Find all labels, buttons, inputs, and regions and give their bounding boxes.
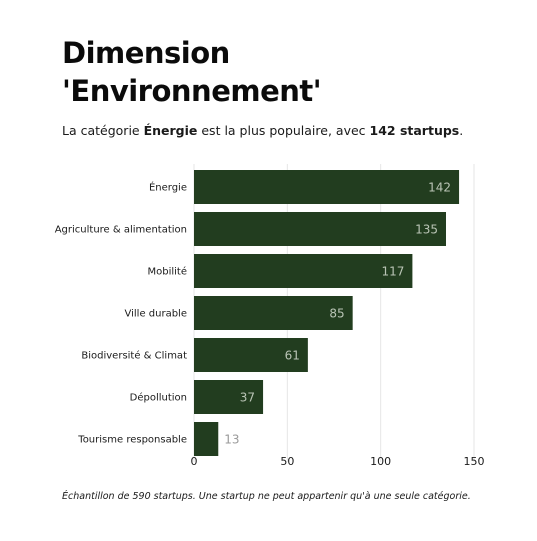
data-label: 85: [329, 307, 344, 321]
data-label: 13: [224, 433, 239, 447]
bar: [194, 380, 264, 414]
category-label: Énergie: [149, 181, 187, 194]
data-label: 61: [285, 349, 300, 363]
bar: [194, 212, 446, 246]
bar: [194, 254, 413, 288]
bar: [194, 338, 308, 372]
subtitle-middle: est la plus populaire, avec: [197, 123, 370, 138]
subtitle-highlight: Énergie: [143, 123, 198, 138]
chart-title-line-2: 'Environnement': [62, 74, 322, 108]
data-label: 117: [381, 265, 404, 279]
bar-chart: Énergie 142 Agriculture & alimentation 135 M…: [55, 164, 485, 468]
chart-subtitle: La catégorie Énergie est la plus populai…: [62, 123, 463, 139]
category-label: Tourisme responsable: [77, 435, 187, 446]
category-label: Dépollution: [130, 392, 187, 404]
x-tick-label: 100: [370, 455, 391, 468]
data-label: 135: [415, 223, 438, 237]
x-tick-label: 150: [464, 455, 485, 468]
footnote: Échantillon de 590 startups. Une startup…: [62, 491, 471, 502]
subtitle-prefix: La catégorie: [62, 123, 144, 138]
category-label: Ville durable: [125, 309, 188, 320]
category-label: Mobilité: [147, 266, 187, 278]
bar: [194, 170, 460, 204]
bar: [194, 422, 219, 456]
subtitle-suffix: .: [459, 123, 464, 138]
x-tick-label: 0: [191, 455, 198, 468]
data-label: 142: [428, 181, 451, 195]
chart-title-line-1: Dimension: [62, 36, 230, 70]
chart-title: Dimension 'Environnement': [62, 34, 322, 110]
bar: [194, 296, 353, 330]
x-tick-label: 50: [280, 455, 294, 468]
subtitle-count: 142 startups: [369, 123, 460, 138]
category-label: Biodiversité & Climat: [81, 350, 187, 362]
category-label: Agriculture & alimentation: [55, 225, 187, 236]
data-label: 37: [240, 391, 255, 405]
